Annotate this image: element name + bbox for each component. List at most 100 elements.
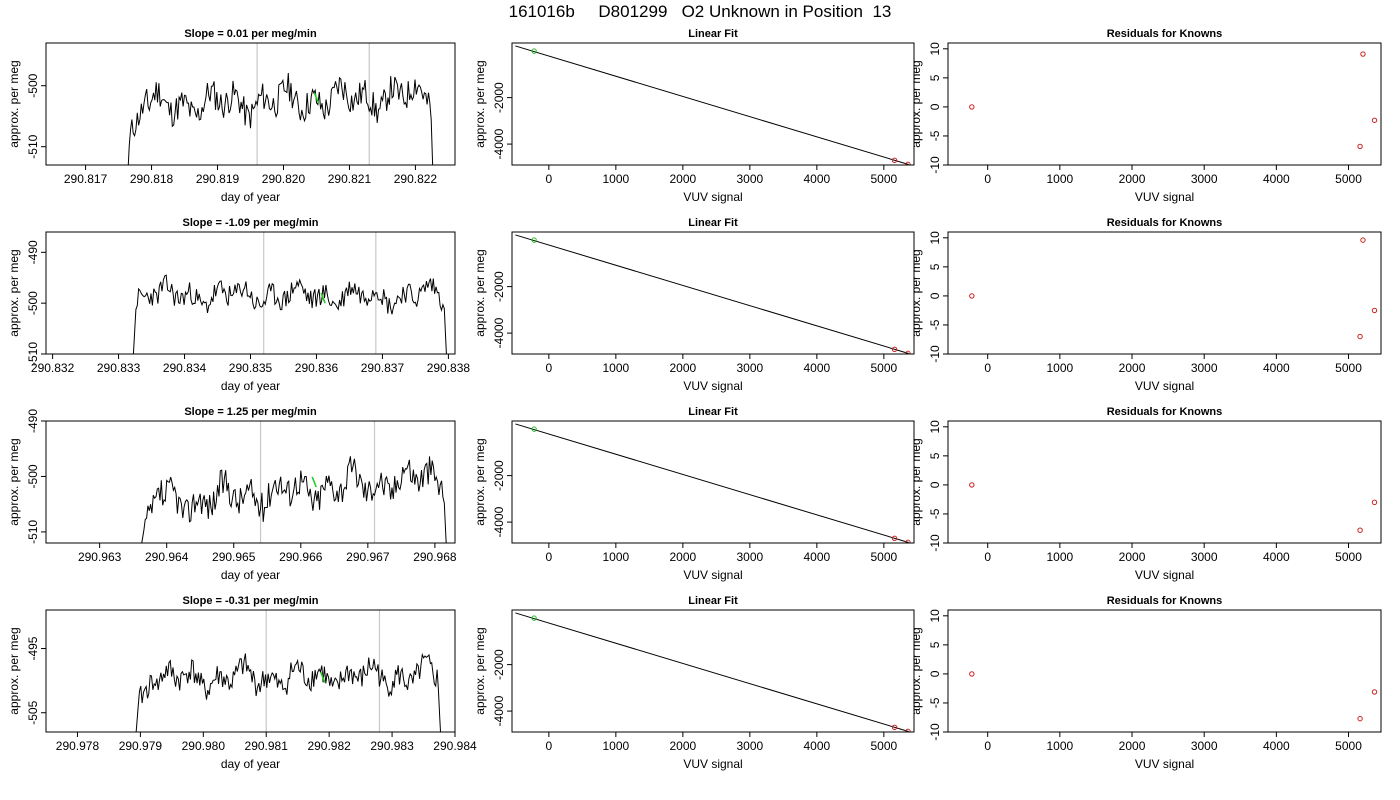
x-tick-label: 290.982	[307, 739, 351, 753]
data-point	[905, 728, 911, 732]
x-axis-label: VUV signal	[683, 757, 742, 771]
y-axis-label: approx. per meg	[473, 627, 487, 714]
x-tick-label: 4000	[803, 739, 830, 753]
x-axis-label: day of year	[221, 757, 280, 771]
x-tick-label: 5000	[870, 739, 897, 753]
y-tick-label: -4000	[492, 506, 506, 537]
x-tick-label: 3000	[736, 172, 763, 186]
plot-area	[141, 421, 447, 543]
fit-line	[515, 234, 909, 354]
data-point	[891, 724, 898, 730]
panel-residuals-4: Residuals for Knowns 0 1000 2000 3000 4000 500…	[909, 595, 1382, 771]
marker-segment	[320, 292, 326, 304]
y-tick-label: 5	[928, 452, 942, 459]
panel-title: Linear Fit	[688, 217, 738, 229]
panel-title: Residuals for Knowns	[1107, 406, 1223, 418]
y-tick-label: 10	[928, 231, 942, 245]
data-point	[531, 426, 537, 432]
y-tick-label: -2000	[492, 649, 506, 680]
y-tick-label: -490	[26, 240, 40, 264]
x-tick-label: 290.967	[346, 550, 390, 564]
panel-title: Slope = -1.09 per meg/min	[182, 217, 318, 229]
x-tick-label: 2000	[669, 550, 696, 564]
x-tick-label: 290.968	[413, 550, 457, 564]
data-point	[905, 350, 911, 354]
y-tick-label: -4000	[492, 695, 506, 726]
y-tick-label: 5	[928, 74, 942, 81]
panel-linear-fit-4: Linear Fit 0 1000 2000 3000 4000 5000 -4000 -200…	[473, 595, 915, 771]
y-tick-label: 0	[928, 292, 942, 299]
x-tick-label: 290.984	[433, 739, 477, 753]
panel-residuals-1: Residuals for Knowns 0 1000 2000 3000 4000 500…	[909, 28, 1382, 204]
y-tick-label: -2000	[492, 271, 506, 302]
data-point	[1357, 527, 1363, 533]
x-axis-label: VUV signal	[683, 190, 742, 204]
x-tick-label: 4000	[803, 361, 830, 375]
y-axis-label: approx. per meg	[7, 249, 21, 336]
plot-frame	[947, 609, 1382, 733]
plot-area	[969, 482, 1378, 533]
x-tick-label: 2000	[1119, 172, 1146, 186]
panel-title: Linear Fit	[688, 28, 738, 40]
x-axis-label: VUV signal	[1135, 568, 1194, 582]
y-tick-label: -5	[928, 508, 942, 519]
x-tick-label: 0	[546, 361, 553, 375]
data-point	[891, 535, 898, 541]
y-axis-label: approx. per meg	[7, 60, 21, 147]
x-tick-label: 0	[546, 739, 553, 753]
x-tick-label: 3000	[1191, 739, 1218, 753]
x-tick-label: 5000	[1335, 739, 1362, 753]
panel-timeseries-4: Slope = -0.31 per meg/min 290.978 290.979 2…	[7, 595, 477, 771]
data-point	[1360, 237, 1366, 243]
plot-frame	[511, 420, 915, 544]
plot-frame	[511, 42, 915, 166]
plot-area	[515, 45, 911, 165]
marker-segment	[311, 476, 317, 488]
x-tick-label: 290.822	[394, 172, 438, 186]
x-tick-label: 2000	[1119, 550, 1146, 564]
x-tick-label: 3000	[736, 550, 763, 564]
x-tick-label: 2000	[669, 172, 696, 186]
x-tick-label: 1000	[602, 550, 629, 564]
x-tick-label: 3000	[736, 361, 763, 375]
data-point	[905, 161, 911, 165]
y-tick-label: -500	[26, 291, 40, 315]
x-tick-label: 290.965	[212, 550, 256, 564]
plot-frame	[947, 420, 1382, 544]
y-tick-label: -505	[26, 700, 40, 724]
x-tick-label: 0	[984, 172, 991, 186]
plot-frame	[45, 609, 456, 733]
y-tick-label: -5	[928, 319, 942, 330]
x-tick-label: 290.963	[78, 550, 122, 564]
data-point	[1357, 333, 1363, 340]
x-tick-label: 2000	[1119, 361, 1146, 375]
panel-linear-fit-3: Linear Fit 0 1000 2000 3000 4000 5000 -4000 -200…	[473, 406, 915, 582]
fit-line	[515, 423, 909, 543]
plot-frame	[947, 231, 1382, 355]
plot-frame	[45, 231, 456, 355]
data-point	[1360, 51, 1366, 57]
data-point	[1371, 117, 1378, 123]
data-trace	[132, 274, 447, 354]
x-tick-label: 290.980	[182, 739, 226, 753]
data-point	[969, 293, 975, 299]
y-axis-label: approx. per meg	[909, 60, 923, 147]
x-tick-label: 1000	[602, 361, 629, 375]
panel-title: Slope = 1.25 per meg/min	[184, 406, 317, 418]
x-tick-label: 1000	[1047, 739, 1074, 753]
x-axis-label: day of year	[221, 379, 280, 393]
x-tick-label: 290.832	[31, 361, 75, 375]
x-tick-label: 5000	[870, 172, 897, 186]
y-tick-label: -510	[26, 134, 40, 158]
y-tick-label: -2000	[492, 460, 506, 491]
x-tick-label: 290.820	[262, 172, 306, 186]
y-tick-label: -495	[26, 636, 40, 660]
x-tick-label: 4000	[803, 550, 830, 564]
x-tick-label: 290.978	[56, 739, 100, 753]
y-tick-label: -5	[928, 697, 942, 708]
x-axis-label: VUV signal	[683, 568, 742, 582]
x-tick-label: 1000	[1047, 550, 1074, 564]
x-tick-label: 290.817	[64, 172, 108, 186]
x-axis-label: VUV signal	[1135, 379, 1194, 393]
